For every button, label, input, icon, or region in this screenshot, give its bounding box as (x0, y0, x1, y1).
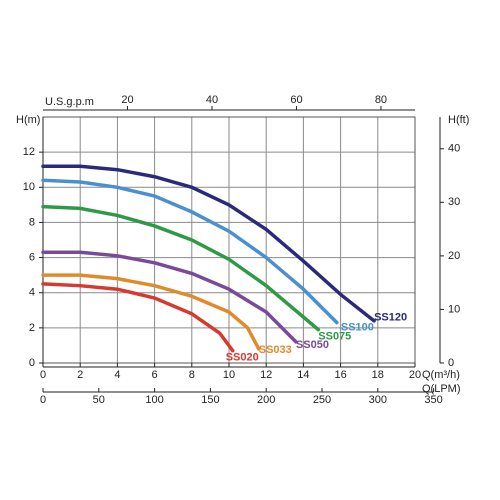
y-tick-label: 12 (23, 146, 35, 158)
x2-tick-label: 60 (290, 94, 302, 106)
x-tick-label: 4 (114, 369, 120, 381)
y-tick-label: 0 (29, 357, 35, 369)
x3-tick-label: 150 (201, 394, 219, 406)
pump-curve (41, 282, 235, 353)
x3-tick-label: 350 (424, 394, 442, 406)
x3-tick-label: 250 (313, 394, 331, 406)
x2-tick-label: 40 (206, 94, 218, 106)
x-tick-label: 14 (297, 369, 309, 381)
y-tick-label: 2 (29, 322, 35, 334)
pump-curve (41, 273, 261, 351)
x-tick-label: 16 (334, 369, 346, 381)
curve-label: SS120 (374, 312, 407, 324)
x2-tick-label: 80 (375, 94, 387, 106)
curve-label: SS075 (318, 331, 351, 343)
y2-tick-label: 10 (448, 303, 460, 315)
x-tick-label: 0 (40, 369, 46, 381)
curve-label: SS100 (341, 321, 374, 333)
y-tick-label: 6 (29, 251, 35, 263)
x-tick-label: 20 (409, 369, 421, 381)
x-tick-label: 6 (152, 369, 158, 381)
y2-axis-label: H(ft) (448, 114, 469, 126)
curve-label: SS050 (296, 339, 329, 351)
x-tick-label: 10 (223, 369, 235, 381)
y-axis-label: H(m) (16, 114, 40, 126)
curve-label: SS033 (259, 344, 292, 356)
y2-tick-label: 0 (448, 357, 454, 369)
x3-tick-label: 0 (40, 394, 46, 406)
x3-tick-label: 300 (369, 394, 387, 406)
pump-curve (41, 178, 339, 325)
y2-tick-label: 20 (448, 250, 460, 262)
pump-curve (41, 164, 376, 323)
x3-tick-label: 50 (93, 394, 105, 406)
y-tick-label: 10 (23, 181, 35, 193)
pump-curve (41, 204, 321, 332)
y-tick-label: 4 (29, 287, 35, 299)
x2-tick-label: 20 (121, 94, 133, 106)
y2-tick-label: 40 (448, 143, 460, 155)
curve-label: SS020 (226, 352, 259, 364)
x-axis-label: Q(m³/h) (422, 369, 460, 381)
x-tick-label: 12 (260, 369, 272, 381)
x-tick-label: 8 (189, 369, 195, 381)
x2-axis-label: U.S.g.p.m (45, 96, 94, 108)
x3-tick-label: 200 (257, 394, 275, 406)
x-tick-label: 18 (372, 369, 384, 381)
pump-curve (41, 250, 298, 344)
y-tick-label: 8 (29, 216, 35, 228)
y2-tick-label: 30 (448, 196, 460, 208)
x-tick-label: 2 (77, 369, 83, 381)
x3-tick-label: 100 (145, 394, 163, 406)
